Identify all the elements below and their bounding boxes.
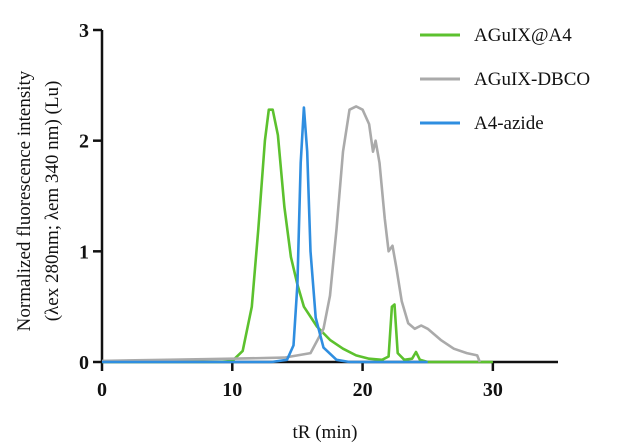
y-tick-label: 0 — [79, 352, 89, 374]
y-tick-label: 1 — [79, 241, 89, 263]
legend-label: AGuIX-DBCO — [474, 69, 590, 90]
x-tick-label: 30 — [483, 379, 503, 401]
y-tick-label: 2 — [79, 131, 89, 153]
y-axis-title-line-1: Normalized fluorescence intensity — [14, 70, 35, 331]
y-axis-title-line-2: (λex 280nm; λem 340 nm) (Lu) — [42, 81, 63, 322]
series-line-1 — [101, 105, 482, 363]
y-tick-label: 3 — [79, 20, 89, 42]
x-tick-label: 0 — [97, 379, 107, 401]
legend-label: AGuIX@A4 — [474, 25, 572, 46]
series-line-2 — [102, 106, 428, 364]
legend: AGuIX@A4 AGuIX-DBCO A4-azide — [420, 25, 590, 134]
legend-label: A4-azide — [474, 113, 544, 134]
x-tick-label: 10 — [222, 379, 242, 401]
series-layer — [101, 105, 493, 364]
x-tick-label: 20 — [353, 379, 373, 401]
x-axis-title: tR (min) — [293, 422, 358, 443]
series-line-0 — [102, 108, 493, 364]
